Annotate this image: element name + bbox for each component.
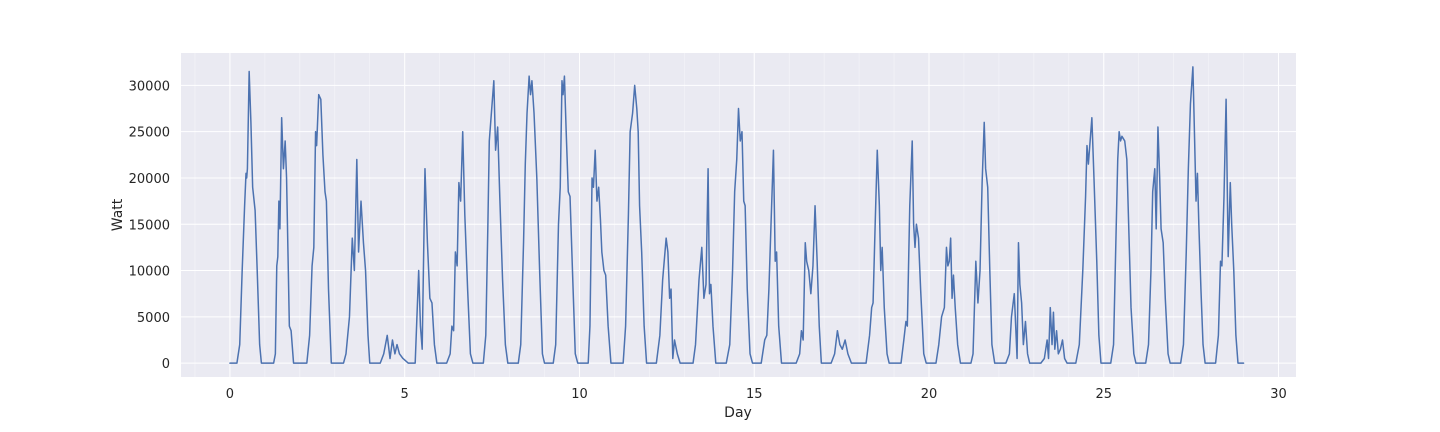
x-axis-label: Day (724, 405, 752, 421)
y-tick-label: 0 (162, 357, 170, 372)
x-tick-label: 15 (746, 387, 763, 402)
x-tick-label: 5 (401, 387, 409, 402)
y-tick-label: 30000 (129, 79, 170, 94)
x-tick-label: 25 (1095, 387, 1112, 402)
x-tick-label: 20 (921, 387, 938, 402)
x-tick-label: 0 (226, 387, 234, 402)
y-tick-label: 10000 (129, 265, 170, 280)
y-tick-label: 20000 (129, 172, 170, 187)
y-axis-label: Watt (110, 198, 126, 231)
y-tick-label: 5000 (137, 311, 170, 326)
series-layer (229, 66, 1245, 364)
series-line (229, 66, 1245, 364)
x-tick-label: 30 (1270, 387, 1287, 402)
x-tick-labels: 0 5 10 15 20 25 30 (226, 387, 1287, 402)
y-tick-label: 25000 (129, 126, 170, 141)
y-tick-labels: 0 5000 10000 15000 20000 25000 30000 (129, 79, 170, 372)
y-tick-label: 15000 (129, 218, 170, 233)
x-tick-label: 10 (571, 387, 588, 402)
